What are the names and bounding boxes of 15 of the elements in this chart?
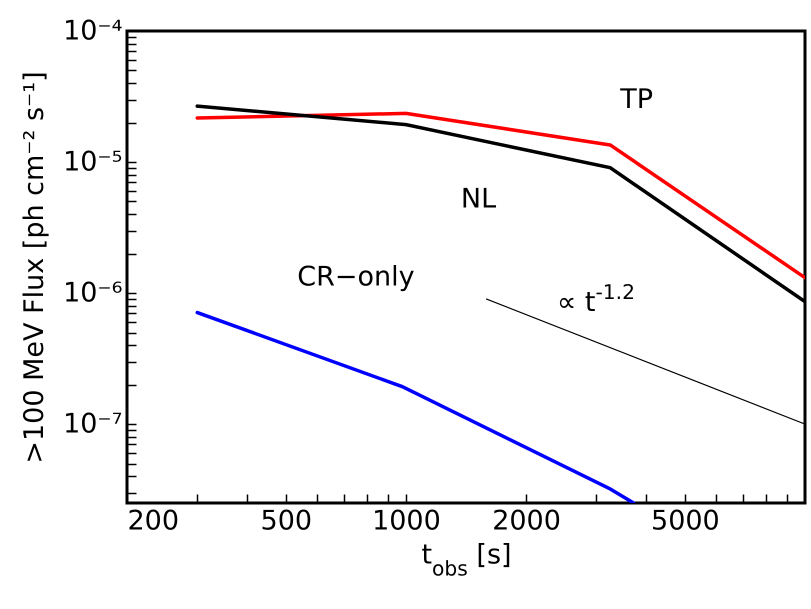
y-tick-label: 10⁻⁷ (63, 408, 122, 440)
x-axis-title: t$_{obs}$ [s] (421, 540, 512, 580)
x-tick-label: 200 (128, 506, 180, 536)
annotation: ∝ t$^{-1.2}$ (557, 280, 635, 318)
y-tick-label: 10⁻⁶ (63, 278, 122, 309)
y-tick-label: 10⁻⁵ (63, 146, 122, 178)
y-axis-title: >100 MeV Flux [ph cm⁻² s⁻¹] (19, 71, 50, 464)
y-tick-label: 10⁻⁴ (63, 16, 122, 46)
x-tick-label: 500 (260, 506, 312, 536)
series-label: TP (619, 84, 653, 115)
x-tick-label: 1000 (372, 506, 441, 536)
x-tick-label: 2000 (492, 506, 561, 536)
series-label: NL (460, 184, 496, 215)
x-tick-label: 5000 (651, 506, 720, 536)
series-label: CR−only (297, 262, 415, 293)
